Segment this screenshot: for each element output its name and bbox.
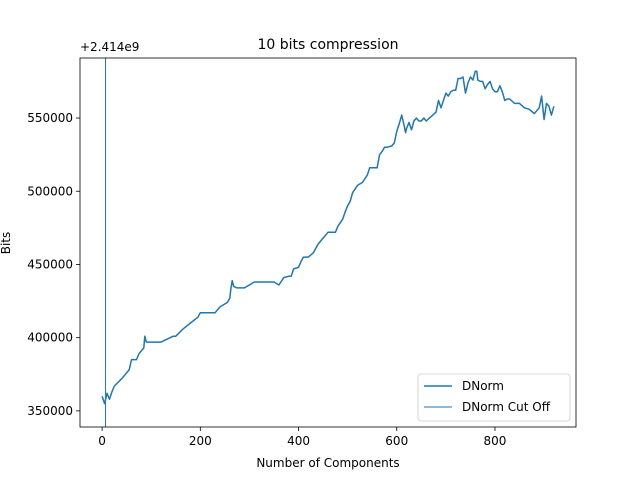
y-tick-label: 400000 bbox=[27, 331, 73, 345]
x-axis: 0 200 400 600 800 bbox=[98, 427, 506, 448]
y-tick-label: 500000 bbox=[27, 184, 73, 198]
x-axis-label: Number of Components bbox=[256, 456, 399, 470]
plot-area bbox=[79, 57, 577, 428]
legend-label-dnorm-cut-off: DNorm Cut Off bbox=[462, 400, 551, 414]
chart-title: 10 bits compression bbox=[257, 37, 398, 53]
x-tick-label: 0 bbox=[98, 434, 106, 448]
y-tick-label: 350000 bbox=[27, 404, 73, 418]
series-layer bbox=[101, 58, 555, 427]
x-tick-label: 600 bbox=[385, 434, 408, 448]
legend-frame bbox=[417, 373, 571, 422]
y-axis: 350000 400000 450000 500000 550000 bbox=[27, 111, 80, 418]
legend-label-dnorm: DNorm bbox=[462, 379, 504, 393]
y-tick-label: 550000 bbox=[27, 111, 73, 125]
x-tick-label: 200 bbox=[189, 434, 212, 448]
y-axis-label: Bits bbox=[0, 232, 13, 255]
y-axis-offset-label: +2.414e9 bbox=[80, 40, 139, 54]
plot-frame bbox=[79, 57, 577, 428]
y-tick-label: 450000 bbox=[27, 257, 73, 271]
series-line-dnorm bbox=[101, 70, 555, 405]
legend: DNorm DNorm Cut Off bbox=[417, 373, 571, 422]
x-tick-label: 400 bbox=[287, 434, 310, 448]
x-tick-label: 800 bbox=[484, 434, 507, 448]
